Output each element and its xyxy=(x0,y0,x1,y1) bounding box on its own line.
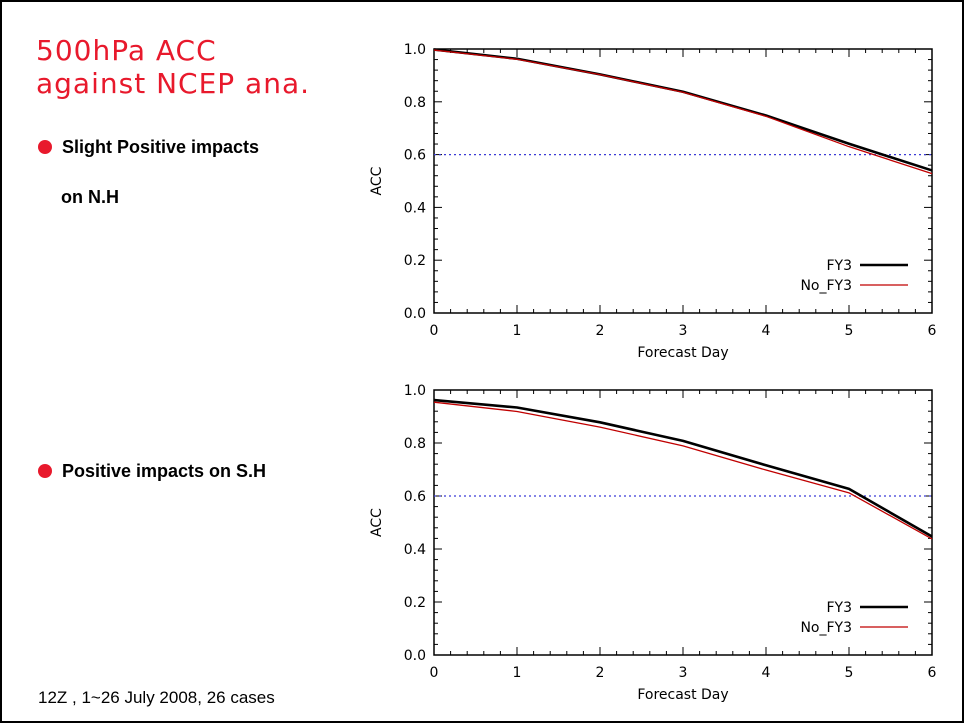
title-line-2: against NCEP ana. xyxy=(36,67,311,100)
x-tick-label: 3 xyxy=(679,323,688,339)
bullet-dot-icon xyxy=(38,140,52,154)
footnote: 12Z , 1~26 July 2008, 26 cases xyxy=(38,688,275,707)
bullet-nh: Slight Positive impacts xyxy=(38,137,259,158)
x-tick-label: 5 xyxy=(845,323,854,339)
bullet-nh-continuation: on N.H xyxy=(61,187,119,207)
y-tick-label: 0.6 xyxy=(404,148,426,164)
bullet-sh-text: Positive impacts on S.H xyxy=(62,461,267,481)
x-tick-label: 5 xyxy=(845,665,854,681)
x-axis-label: Forecast Day xyxy=(637,345,728,361)
y-tick-label: 1.0 xyxy=(404,383,426,399)
y-tick-label: 0.2 xyxy=(404,253,426,269)
x-tick-label: 0 xyxy=(430,665,439,681)
y-tick-label: 1.0 xyxy=(404,42,426,58)
title-line-1: 500hPa ACC xyxy=(36,34,217,67)
x-tick-label: 0 xyxy=(430,323,439,339)
y-tick-label: 0.0 xyxy=(404,648,426,664)
legend-label: FY3 xyxy=(826,258,852,274)
bullet-nh-text: Slight Positive impacts xyxy=(62,137,260,157)
x-tick-label: 1 xyxy=(513,665,522,681)
y-tick-label: 0.6 xyxy=(404,489,426,505)
y-tick-label: 0.8 xyxy=(404,436,426,452)
y-axis-label: ACC xyxy=(369,166,385,195)
x-tick-label: 4 xyxy=(762,323,771,339)
bullet-dot-icon xyxy=(38,464,52,478)
x-axis-label: Forecast Day xyxy=(637,687,728,703)
y-tick-label: 0.0 xyxy=(404,306,426,322)
legend-label: No_FY3 xyxy=(800,620,852,636)
y-tick-label: 0.8 xyxy=(404,95,426,111)
x-tick-label: 2 xyxy=(596,665,605,681)
series-line-fy3 xyxy=(433,398,933,538)
x-tick-label: 3 xyxy=(679,665,688,681)
x-tick-label: 6 xyxy=(928,665,937,681)
series-line-no-fy3 xyxy=(433,49,933,175)
plot-frame xyxy=(433,389,933,656)
series-line-no-fy3 xyxy=(433,401,933,540)
slide-title: 500hPa ACC against NCEP ana. xyxy=(36,34,396,100)
y-axis-label: ACC xyxy=(369,508,385,537)
x-tick-label: 6 xyxy=(928,323,937,339)
x-tick-label: 4 xyxy=(762,665,771,681)
chart-northern-hemisphere: 0 1 2 3 4 5 6 0.0 0.2 0.4 0.6 0.8 1.0 Forecast Day ACC… xyxy=(369,42,937,361)
y-tick-label: 0.2 xyxy=(404,595,426,611)
y-tick-label: 0.4 xyxy=(404,200,426,216)
bullet-sh: Positive impacts on S.H xyxy=(38,461,266,482)
x-tick-label: 2 xyxy=(596,323,605,339)
y-tick-label: 0.4 xyxy=(404,542,426,558)
legend-label: FY3 xyxy=(826,600,852,616)
x-tick-label: 1 xyxy=(513,323,522,339)
legend-label: No_FY3 xyxy=(800,278,852,294)
